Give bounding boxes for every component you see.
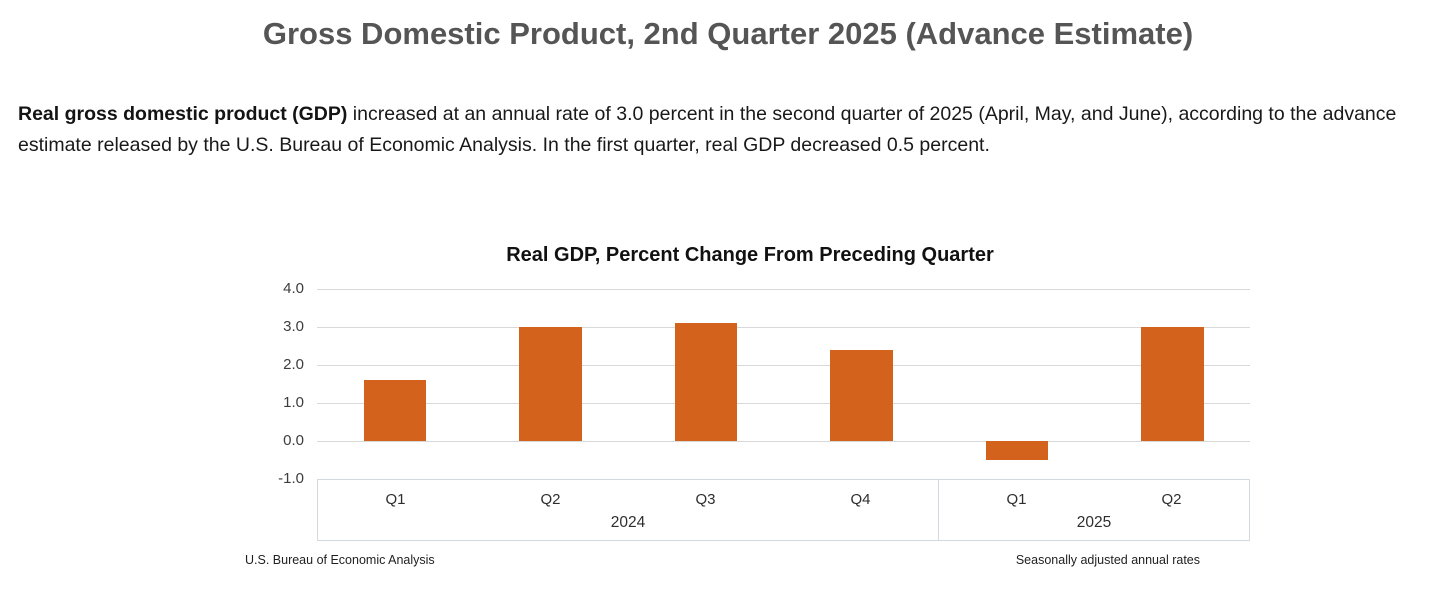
intro-paragraph: Real gross domestic product (GDP) increa… <box>18 99 1438 160</box>
bar-Q2-2024 <box>519 327 582 441</box>
quarter-label: Q1 <box>1006 490 1027 508</box>
chart-plot <box>317 289 1250 479</box>
year-label: 2025 <box>1076 514 1112 531</box>
intro-body-text: increased at an annual rate of 3.0 perce… <box>18 103 1397 156</box>
gridline-0.0 <box>317 441 1250 442</box>
quarter-label: Q2 <box>1161 490 1182 508</box>
x-axis-category-box: Q1 Q2 Q3 Q4 2024 Q1 Q2 2025 <box>317 479 1250 541</box>
bar-Q3-2024 <box>674 323 737 441</box>
year-label: 2024 <box>610 514 646 531</box>
quarter-label: Q3 <box>695 490 716 508</box>
quarter-label: Q2 <box>540 490 561 508</box>
year-group-2024: Q1 Q2 Q3 Q4 2024 <box>318 480 939 540</box>
y-axis-tick-label: 2.0 <box>283 356 304 373</box>
source-note: U.S. Bureau of Economic Analysis <box>245 553 435 567</box>
gridline-3.0 <box>317 327 1250 328</box>
bar-Q1-2024 <box>363 380 426 441</box>
gridline-4.0 <box>317 289 1250 290</box>
chart-title: Real GDP, Percent Change From Preceding … <box>506 244 994 266</box>
gdp-bar-chart: Real GDP, Percent Change From Preceding … <box>240 242 1260 587</box>
gridline-1.0 <box>317 403 1250 404</box>
quarter-label: Q4 <box>850 490 871 508</box>
year-group-2025: Q1 Q2 2025 <box>939 480 1249 540</box>
page-title: Gross Domestic Product, 2nd Quarter 2025… <box>262 16 1194 51</box>
quarter-label: Q1 <box>385 490 406 508</box>
bar-Q4-2024 <box>830 349 893 441</box>
y-axis-tick-label: -1.0 <box>278 470 304 487</box>
intro-bold-text: Real gross domestic product (GDP) <box>18 103 348 125</box>
y-axis-tick-label: 4.0 <box>283 280 304 297</box>
y-axis-tick-label: 3.0 <box>283 318 304 335</box>
quarter-label-row: Q1 Q2 Q3 Q4 <box>318 480 938 514</box>
gridline-2.0 <box>317 365 1250 366</box>
bar-Q1-2025 <box>985 441 1048 460</box>
y-axis-tick-label: 0.0 <box>283 432 304 449</box>
y-axis-tick-label: 1.0 <box>283 394 304 411</box>
quarter-label-row: Q1 Q2 <box>939 480 1249 514</box>
bar-Q2-2025 <box>1141 327 1204 441</box>
adjustment-note: Seasonally adjusted annual rates <box>1015 553 1200 567</box>
